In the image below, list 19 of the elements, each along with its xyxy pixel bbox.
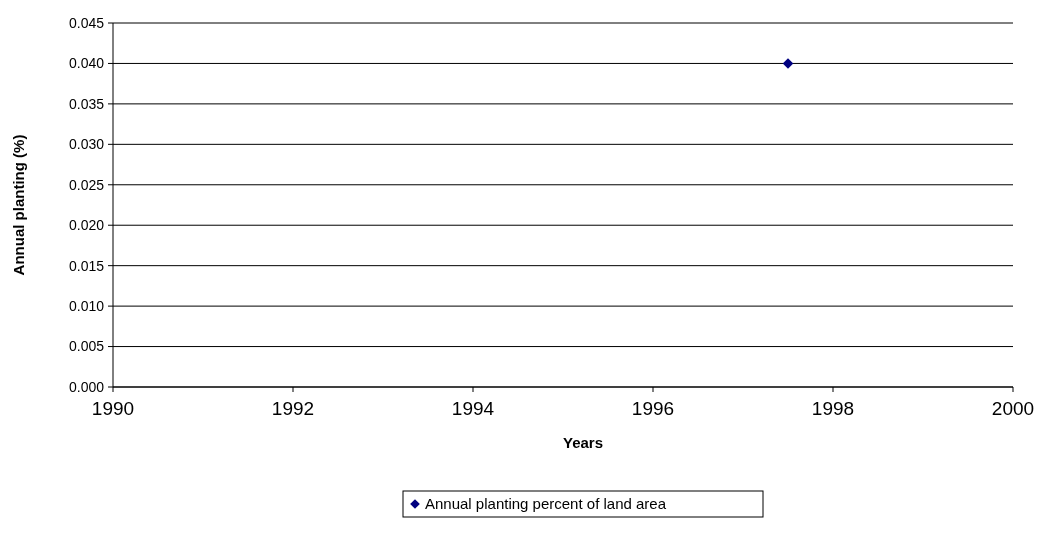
- y-tick-label: 0.025: [68, 176, 105, 193]
- y-tick-label: 0.000: [68, 378, 105, 395]
- y-tick-label: 0.005: [68, 338, 105, 355]
- y-axis-title: Annual planting (%): [10, 134, 27, 276]
- x-tick-label: 1996: [631, 398, 675, 419]
- y-tick-label: 0.030: [68, 136, 105, 153]
- x-tick-label: 1992: [271, 398, 315, 419]
- y-tick-label: 0.010: [68, 298, 105, 315]
- x-tick-label: 1994: [451, 398, 495, 419]
- x-tick-label: 1990: [91, 398, 135, 419]
- x-tick-label: 2000: [991, 398, 1035, 419]
- x-axis-title: Years: [562, 434, 604, 451]
- y-tick-label: 0.015: [68, 257, 105, 274]
- x-tick-label: 1998: [811, 398, 855, 419]
- y-tick-label: 0.035: [68, 95, 105, 112]
- y-tick-label: 0.040: [68, 55, 105, 72]
- y-tick-label: 0.020: [68, 217, 105, 234]
- y-tick-label: 0.045: [68, 14, 105, 31]
- legend-label: Annual planting percent of land area: [425, 495, 667, 513]
